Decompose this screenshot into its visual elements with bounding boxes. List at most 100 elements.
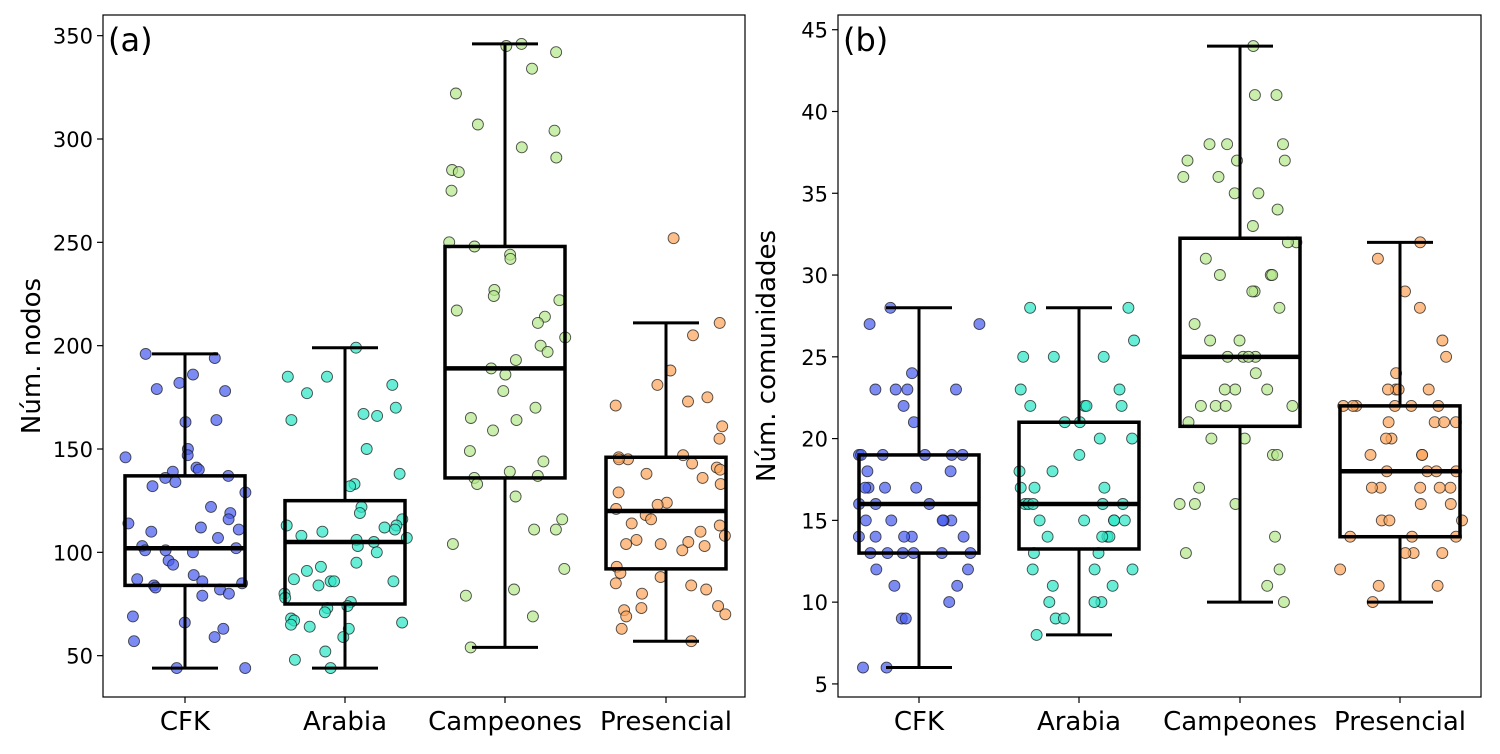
data-point-campeones — [1269, 530, 1281, 543]
data-point-presencial — [609, 399, 622, 412]
data-point-campeones — [1273, 301, 1286, 314]
data-point-arabia — [1126, 563, 1139, 576]
data-point-cfk — [150, 383, 163, 396]
data-point-arabia — [1088, 596, 1101, 609]
data-point-presencial — [712, 600, 725, 613]
data-point-campeones — [1286, 399, 1299, 412]
data-point-campeones — [1271, 203, 1284, 216]
data-point-campeones — [529, 401, 542, 414]
data-point-campeones — [504, 252, 517, 265]
data-point-campeones — [1233, 334, 1246, 347]
data-point-presencial — [1433, 481, 1446, 494]
data-point-cfk — [950, 383, 962, 396]
axes-frame — [837, 14, 1482, 698]
axes-frame — [102, 14, 746, 698]
y-tick-label: 40 — [801, 100, 828, 124]
data-point-campeones — [1188, 318, 1201, 331]
data-point-arabia — [1047, 350, 1060, 363]
data-point-arabia — [1108, 514, 1121, 527]
data-point-presencial — [1382, 383, 1394, 396]
data-point-campeones — [531, 469, 544, 482]
data-point-arabia — [1026, 563, 1039, 576]
data-point-cfk — [192, 463, 205, 476]
box-arabia — [283, 498, 407, 606]
y-axis-label: Núm. comunidades — [752, 230, 782, 482]
data-point-arabia — [301, 387, 313, 400]
data-point-arabia — [387, 575, 400, 588]
data-point-presencial — [1365, 481, 1378, 494]
data-point-arabia — [318, 606, 331, 619]
data-point-campeones — [1271, 448, 1284, 461]
data-point-arabia — [1043, 596, 1056, 609]
data-point-arabia — [1024, 301, 1037, 314]
data-point-arabia — [393, 467, 406, 480]
data-point-cfk — [128, 635, 140, 648]
data-point-arabia — [1098, 481, 1111, 494]
data-point-arabia — [1024, 399, 1037, 412]
data-point-campeones — [1277, 596, 1290, 609]
data-point-arabia — [370, 546, 383, 559]
data-point-presencial — [651, 498, 664, 511]
data-point-campeones — [548, 124, 561, 137]
data-point-campeones — [556, 513, 569, 526]
y-tick-label: 20 — [801, 428, 828, 452]
data-point-campeones — [503, 465, 516, 478]
data-point-presencial — [640, 467, 653, 480]
data-point-campeones — [445, 184, 458, 197]
data-point-cfk — [898, 530, 911, 543]
data-point-arabia — [1115, 399, 1128, 412]
data-point-presencial — [654, 538, 667, 551]
data-point-cfk — [859, 481, 872, 494]
data-point-cfk — [217, 622, 230, 635]
y-tick-label: 25 — [801, 346, 828, 370]
data-point-arabia — [1057, 612, 1070, 625]
data-point-campeones — [531, 316, 544, 329]
data-point-arabia — [285, 414, 298, 427]
data-point-cfk — [943, 596, 956, 609]
data-point-presencial — [713, 316, 726, 329]
data-point-campeones — [487, 424, 499, 437]
data-point-campeones — [537, 455, 550, 468]
data-point-arabia — [386, 378, 399, 391]
data-point-cfk — [888, 579, 901, 592]
data-point-campeones — [446, 538, 459, 551]
data-point-presencial — [698, 540, 711, 553]
data-point-presencial — [1422, 383, 1435, 396]
data-point-arabia — [295, 529, 308, 542]
data-point-campeones — [471, 118, 484, 131]
data-point-cfk — [167, 558, 180, 571]
data-point-campeones — [1179, 547, 1192, 560]
data-point-arabia — [357, 407, 370, 420]
data-point-campeones — [1199, 252, 1212, 265]
data-point-cfk — [187, 569, 200, 582]
data-point-cfk — [936, 514, 949, 527]
data-point-presencial — [620, 610, 633, 623]
data-point-cfk — [219, 385, 232, 398]
data-point-campeones — [1249, 367, 1262, 380]
data-point-campeones — [1194, 399, 1207, 412]
data-point-arabia — [371, 409, 384, 422]
data-point-cfk — [212, 531, 224, 544]
data-point-campeones — [526, 62, 538, 75]
data-point-arabia — [350, 556, 363, 569]
data-point-cfk — [119, 451, 132, 464]
data-point-campeones — [449, 87, 462, 100]
data-point-arabia — [1046, 465, 1059, 478]
data-point-cfk — [145, 525, 158, 538]
data-point-campeones — [541, 345, 554, 358]
data-point-campeones — [509, 354, 522, 367]
data-point-presencial — [615, 622, 628, 635]
data-point-arabia — [388, 523, 401, 536]
data-point-campeones — [452, 166, 465, 179]
data-point-presencial — [676, 544, 689, 557]
data-point-cfk — [869, 383, 882, 396]
data-point-campeones — [1181, 154, 1194, 167]
data-point-presencial — [713, 519, 726, 532]
data-point-arabia — [1118, 514, 1131, 527]
x-tick-label-presencial: Presencial — [600, 707, 732, 737]
data-point-presencial — [714, 463, 727, 476]
x-tick-label-campeones: Campeones — [1163, 707, 1317, 737]
data-point-campeones — [508, 583, 520, 596]
